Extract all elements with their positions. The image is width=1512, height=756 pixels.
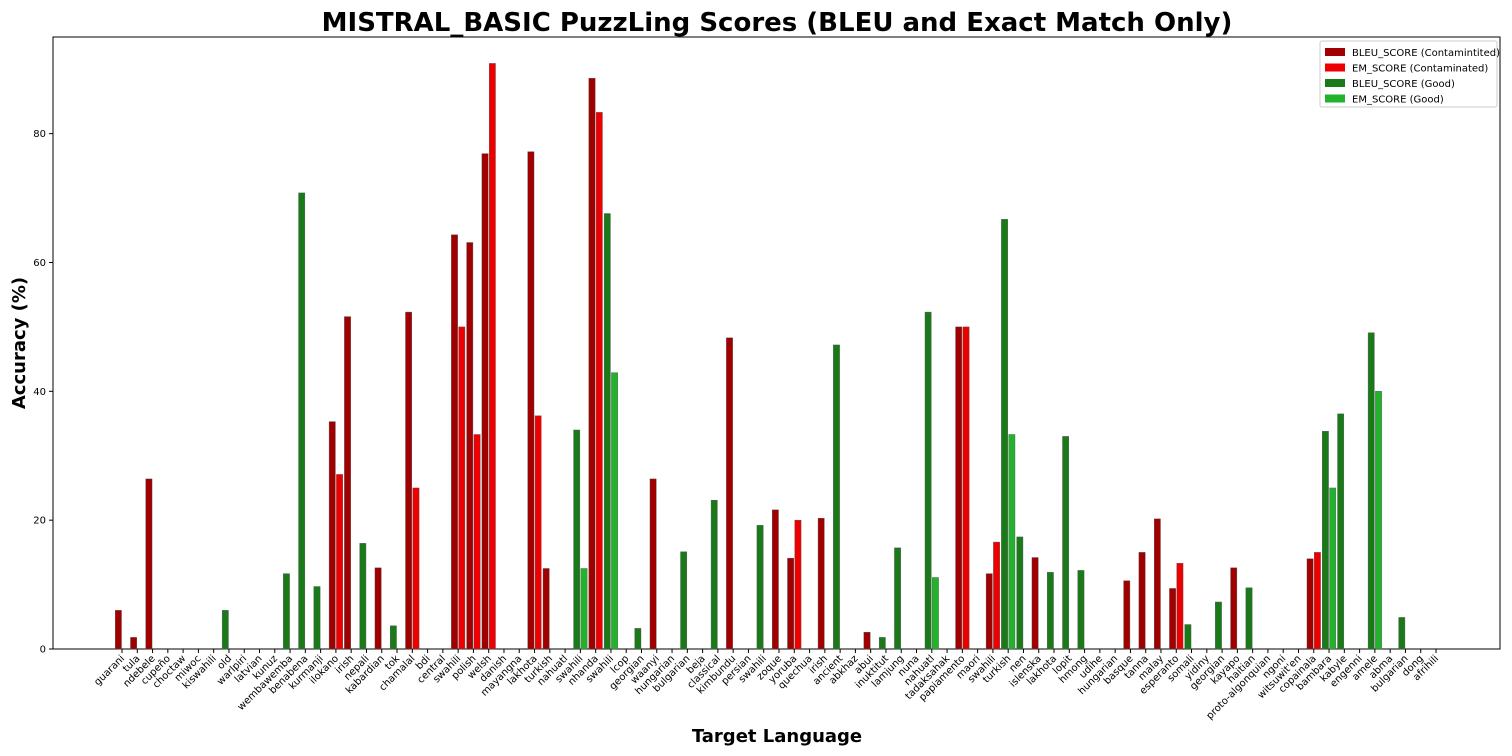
- bar-em-papiamento: [962, 326, 970, 650]
- bar-bleu-irish: [344, 316, 351, 650]
- bar-bleu-papiamento: [955, 326, 963, 650]
- bar-em-nahuatl: [932, 577, 939, 650]
- legend-box: [1319, 40, 1498, 108]
- bar-bleu-nepali: [359, 543, 367, 650]
- bar-bleu-lamjung: [894, 547, 901, 650]
- bar-em-welsh: [488, 63, 496, 650]
- bar-em-swahili: [993, 541, 1000, 650]
- bar-em-polish: [473, 434, 481, 650]
- bar-bleu-waanyi: [649, 478, 657, 650]
- y-axis-label: Accuracy (%): [9, 277, 30, 409]
- bar-bleu-lakhota: [1047, 572, 1054, 650]
- bar-bleu-georgian: [1215, 601, 1222, 650]
- bars-group: [114, 63, 1406, 650]
- bar-bleu-wembawemba: [283, 573, 290, 650]
- bar-bleu-yoruba: [787, 557, 794, 650]
- bar-bleu-swahili: [573, 429, 581, 650]
- bar-bleu-amele: [1367, 332, 1375, 650]
- legend-swatch: [1325, 94, 1345, 103]
- bar-bleu-swahili: [603, 213, 611, 650]
- bar-bleu-tula: [130, 637, 137, 650]
- bar-bleu-tanna: [1138, 552, 1146, 650]
- bar-bleu-guarani: [114, 610, 122, 650]
- bar-bleu-ilokano: [328, 421, 336, 650]
- bar-em-nhanda: [595, 112, 603, 650]
- bar-bleu-kayapo: [1230, 567, 1238, 650]
- legend: BLEU_SCORE (Contamintited) EM_SCORE (Cont…: [1319, 40, 1500, 108]
- bar-bleu-benabena: [298, 192, 306, 650]
- bar-bleu-chamalal: [405, 311, 413, 650]
- bar-bleu-swahili: [451, 234, 458, 650]
- bar-em-ilokano: [336, 474, 343, 650]
- bar-em-turkish: [1008, 434, 1016, 650]
- bar-bleu-somali: [1184, 624, 1192, 650]
- bar-bleu-kabyle: [1337, 413, 1345, 650]
- bar-bleu-hmong: [1077, 570, 1085, 650]
- bar-bleu-irish: [817, 518, 825, 650]
- bar-bleu-nen: [1016, 536, 1024, 650]
- bar-bleu-kurmanji: [313, 586, 321, 650]
- legend-label: BLEU_SCORE (Good): [1352, 79, 1455, 90]
- bar-bleu-abui: [863, 632, 871, 650]
- bar-em-yoruba: [794, 519, 802, 650]
- bar-bleu-nahuatl: [924, 311, 932, 650]
- bar-bleu-swahili: [985, 573, 993, 650]
- bar-bleu-copainala: [1306, 558, 1314, 650]
- bar-bleu-lopit: [1062, 436, 1070, 650]
- bar-em-swahili: [458, 326, 466, 650]
- bar-bleu-basque: [1123, 580, 1131, 650]
- legend-swatch: [1325, 48, 1345, 56]
- bar-bleu-zoque: [772, 509, 779, 650]
- bar-bleu-ndebele: [145, 478, 153, 650]
- y-tick-label: 0: [40, 645, 46, 656]
- bar-bleu-kimbundu: [726, 337, 733, 650]
- legend-swatch: [1325, 63, 1345, 72]
- y-tick-label: 20: [33, 516, 46, 527]
- y-tick-label: 80: [33, 129, 46, 140]
- bar-bleu-bulgarian: [1398, 617, 1406, 650]
- bar-em-swahili: [611, 372, 618, 650]
- bar-em-copainala: [1314, 552, 1321, 650]
- bar-bleu-haitian: [1245, 587, 1253, 650]
- bar-bleu-bulgarian: [680, 551, 688, 650]
- y-tick-label: 40: [33, 387, 46, 398]
- bar-bleu-turkish: [1001, 219, 1008, 650]
- legend-label: BLEU_SCORE (Contamintited): [1352, 48, 1500, 59]
- bar-bleu-lakhota: [527, 151, 535, 650]
- bar-bleu-nhanda: [588, 78, 596, 650]
- legend-label: EM_SCORE (Good): [1352, 95, 1444, 106]
- bar-em-amele: [1375, 391, 1382, 650]
- bar-bleu-turkish: [542, 568, 550, 650]
- bar-bleu-kabardian: [374, 567, 382, 650]
- x-axis-label: Target Language: [692, 726, 862, 747]
- bar-em-lakhota: [534, 415, 542, 650]
- y-axis: 0 20 40 60 80: [33, 129, 53, 656]
- bar-em-swahili: [580, 568, 588, 650]
- bar-bleu-esperanto: [1169, 588, 1176, 650]
- bar-bleu-ancient: [833, 344, 840, 650]
- bar-bleu-swahili: [756, 525, 764, 650]
- bar-em-bambara: [1329, 487, 1337, 650]
- bar-bleu-islenska: [1031, 557, 1039, 650]
- y-tick-label: 60: [33, 258, 46, 269]
- bar-em-chamalal: [412, 487, 420, 650]
- bar-em-esperanto: [1176, 563, 1184, 650]
- bar-bleu-welsh: [481, 153, 489, 650]
- bar-bleu-inuktitut: [878, 637, 886, 650]
- bar-bleu-malay: [1153, 518, 1161, 650]
- bar-bleu-polish: [466, 242, 474, 650]
- chart-title: MISTRAL_BASIC PuzzLing Scores (BLEU and …: [322, 8, 1233, 38]
- legend-swatch: [1325, 79, 1345, 87]
- legend-label: EM_SCORE (Contaminated): [1352, 64, 1488, 75]
- bar-bleu-old: [221, 610, 229, 650]
- bar-bleu-classical: [710, 499, 718, 650]
- bar-bleu-georgian: [634, 628, 642, 650]
- bar-bleu-tok: [390, 625, 397, 650]
- bar-bleu-bambara: [1322, 431, 1329, 650]
